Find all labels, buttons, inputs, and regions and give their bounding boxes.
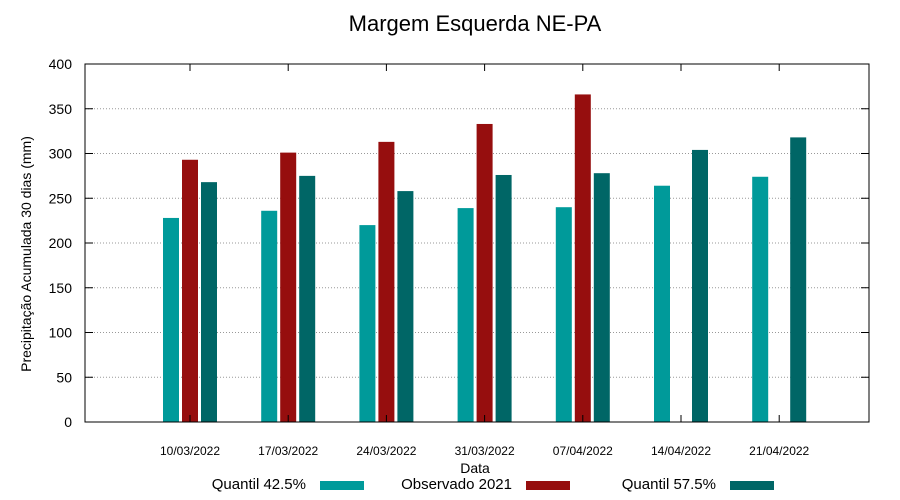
bar-quantil-42-5- (457, 208, 474, 422)
chart-title: Margem Esquerda NE-PA (349, 11, 602, 36)
y-tick-label: 150 (49, 280, 73, 296)
bar-quantil-42-5- (359, 225, 376, 422)
x-tick-label: 07/04/2022 (553, 444, 613, 458)
legend: Quantil 42.5% Observado 2021 Quantil 57.5% (212, 476, 774, 493)
legend-swatch (730, 481, 774, 490)
legend-label: Observado 2021 (401, 476, 512, 493)
y-tick-label: 350 (49, 101, 73, 117)
y-tick-label: 400 (49, 56, 73, 72)
y-tick-label: 100 (49, 325, 73, 341)
y-tick-label: 200 (49, 235, 73, 251)
bar-quantil-57-5- (692, 149, 708, 423)
legend-swatch (526, 481, 570, 490)
legend-label: Quantil 42.5% (212, 476, 306, 493)
bar-quantil-42-5- (752, 176, 769, 422)
bar-quantil-57-5- (201, 182, 217, 422)
bar-quantil-57-5- (790, 137, 807, 422)
bar-quantil-42-5- (261, 210, 278, 422)
y-tick-label: 250 (49, 190, 73, 206)
legend-label: Quantil 57.5% (622, 476, 716, 493)
bar-quantil-42-5- (163, 217, 179, 422)
plot-frame (84, 63, 870, 423)
x-axis-label: Data (460, 460, 490, 476)
bar-observado-2021 (182, 159, 198, 422)
x-tick-label: 31/03/2022 (455, 444, 515, 458)
plot-area: 0 50 100 150 200 250 300 350 400 10/03/2022 17/03/… (49, 56, 870, 458)
bar-quantil-57-5- (593, 173, 610, 422)
bar-observado-2021 (378, 141, 395, 423)
legend-swatch (320, 481, 364, 490)
bar-observado-2021 (280, 152, 297, 423)
x-tick-label: 17/03/2022 (258, 444, 318, 458)
bar-quantil-42-5- (654, 185, 670, 422)
y-axis-label: Precipitação Acumulada 30 dias (mm) (18, 136, 34, 372)
x-tick-label: 14/04/2022 (651, 444, 711, 458)
x-tick-label: 10/03/2022 (160, 444, 220, 458)
bar-observado-2021 (476, 123, 493, 422)
bar-quantil-57-5- (397, 191, 414, 422)
y-tick-label: 50 (56, 369, 72, 385)
bar-observado-2021 (574, 94, 591, 423)
bar-quantil-57-5- (299, 175, 316, 422)
x-tick-label: 24/03/2022 (356, 444, 416, 458)
bar-quantil-42-5- (555, 207, 572, 422)
y-tick-label: 300 (49, 146, 73, 162)
y-tick-label: 0 (64, 414, 72, 430)
x-tick-label: 21/04/2022 (749, 444, 809, 458)
bar-quantil-57-5- (495, 174, 512, 422)
